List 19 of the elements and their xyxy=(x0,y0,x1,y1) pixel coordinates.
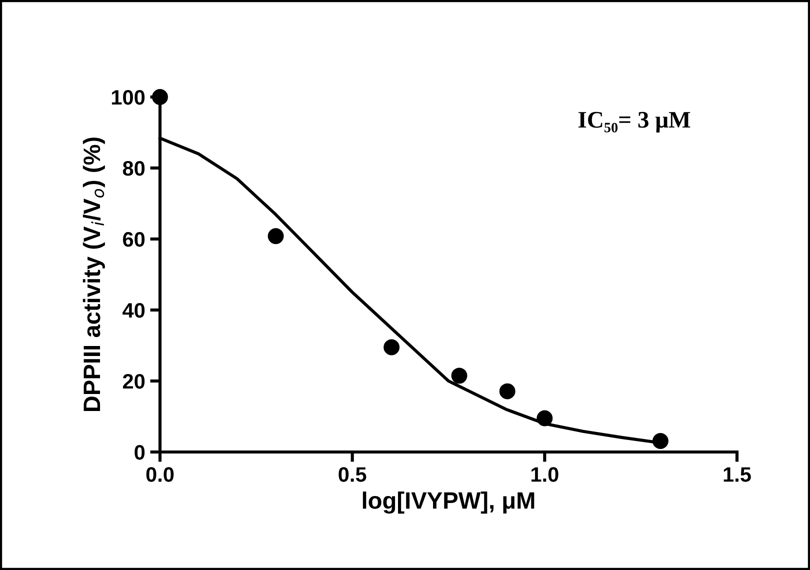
annotation: IC₅₀= 3 μM xyxy=(578,112,690,133)
point xyxy=(268,228,284,244)
y-axis-title: DPPIII activity (V$_{i}$/V$_{o}$) (%) xyxy=(82,138,105,412)
x-axis-title: log[IVYPW], μM xyxy=(362,492,534,514)
y-tick-label: 60 xyxy=(123,232,145,247)
point xyxy=(451,368,468,384)
y-tick-label: 100 xyxy=(112,90,145,105)
x-tick-label: 0.5 xyxy=(338,467,366,482)
y-tick-label: 0 xyxy=(134,445,145,460)
x-tick-label: 1.0 xyxy=(532,467,558,482)
x-tick-label: 0.0 xyxy=(146,467,174,482)
y-tick-label: 40 xyxy=(122,303,145,318)
x-tick-label: 1.5 xyxy=(724,467,751,482)
point xyxy=(499,383,516,400)
point xyxy=(536,410,553,426)
point xyxy=(384,339,400,356)
y-tick-label: 80 xyxy=(122,161,145,176)
point xyxy=(652,433,668,449)
y-tick-label: 20 xyxy=(122,374,145,389)
